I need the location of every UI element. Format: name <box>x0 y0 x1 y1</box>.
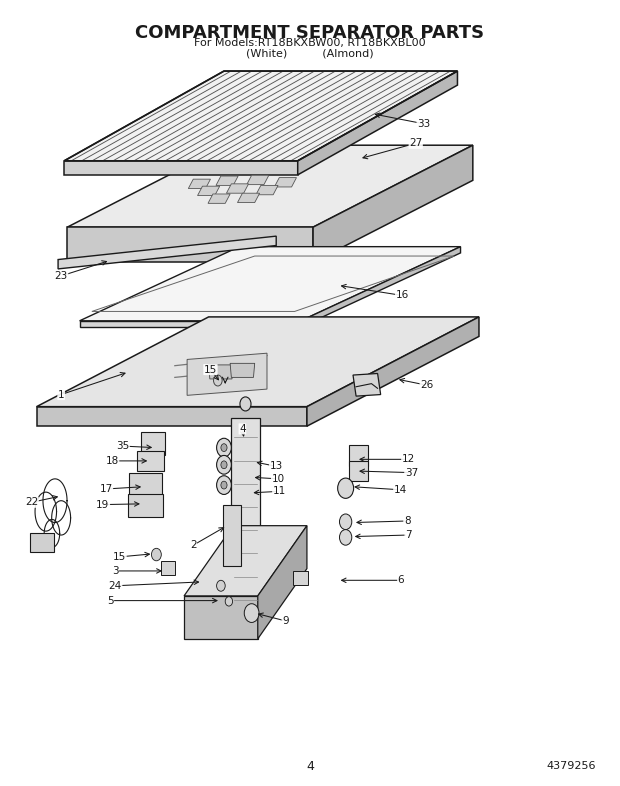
Text: 7: 7 <box>405 530 412 540</box>
Polygon shape <box>79 247 461 321</box>
Polygon shape <box>208 365 233 379</box>
Polygon shape <box>247 175 269 185</box>
Polygon shape <box>37 406 307 426</box>
Text: 27: 27 <box>409 138 422 149</box>
Text: 4: 4 <box>239 424 246 434</box>
Polygon shape <box>307 317 479 426</box>
Text: 3: 3 <box>112 566 118 576</box>
FancyBboxPatch shape <box>223 505 241 566</box>
Circle shape <box>340 514 352 530</box>
Circle shape <box>225 597 232 606</box>
Polygon shape <box>208 194 230 204</box>
Polygon shape <box>64 161 298 174</box>
Text: 2: 2 <box>190 540 197 550</box>
Circle shape <box>244 604 259 623</box>
Polygon shape <box>37 317 479 406</box>
Text: 13: 13 <box>270 461 283 472</box>
Text: 26: 26 <box>420 380 433 390</box>
Circle shape <box>151 549 161 560</box>
FancyBboxPatch shape <box>30 534 55 553</box>
Circle shape <box>213 375 222 386</box>
Circle shape <box>240 397 251 411</box>
Polygon shape <box>68 227 313 263</box>
Text: 24: 24 <box>108 581 122 591</box>
Text: 16: 16 <box>396 291 409 300</box>
Text: 6: 6 <box>397 575 404 586</box>
Text: 37: 37 <box>405 468 418 478</box>
Polygon shape <box>188 179 210 189</box>
Text: 23: 23 <box>55 271 68 281</box>
FancyBboxPatch shape <box>161 560 175 575</box>
Circle shape <box>221 461 227 468</box>
Circle shape <box>216 580 225 591</box>
Polygon shape <box>184 596 258 639</box>
Text: eReplacementParts.com: eReplacementParts.com <box>234 351 386 365</box>
Circle shape <box>216 455 231 474</box>
Polygon shape <box>79 321 301 327</box>
Text: 12: 12 <box>402 454 415 465</box>
Circle shape <box>216 439 231 457</box>
Polygon shape <box>187 353 267 395</box>
Polygon shape <box>256 185 278 195</box>
Polygon shape <box>58 236 276 269</box>
Polygon shape <box>184 526 307 596</box>
Text: 1: 1 <box>58 390 64 399</box>
Circle shape <box>221 444 227 451</box>
Polygon shape <box>353 373 381 396</box>
Text: 9: 9 <box>282 616 289 626</box>
Polygon shape <box>231 418 260 619</box>
Polygon shape <box>216 176 238 185</box>
Polygon shape <box>237 193 260 203</box>
Circle shape <box>216 476 231 494</box>
Circle shape <box>340 530 352 545</box>
FancyBboxPatch shape <box>129 472 162 498</box>
Text: 15: 15 <box>204 365 217 375</box>
FancyBboxPatch shape <box>293 571 308 585</box>
Text: 11: 11 <box>273 487 286 496</box>
Circle shape <box>221 481 227 489</box>
Text: 4: 4 <box>306 759 314 773</box>
FancyBboxPatch shape <box>348 461 368 481</box>
Polygon shape <box>230 363 255 377</box>
Polygon shape <box>64 71 458 161</box>
Polygon shape <box>275 178 296 187</box>
Circle shape <box>338 478 353 498</box>
FancyBboxPatch shape <box>137 450 164 471</box>
Text: 8: 8 <box>404 516 410 526</box>
Text: 4379256: 4379256 <box>546 761 596 771</box>
Polygon shape <box>68 145 473 227</box>
Polygon shape <box>226 184 249 193</box>
Text: 15: 15 <box>113 552 126 562</box>
Text: 35: 35 <box>116 441 129 451</box>
Polygon shape <box>313 145 473 263</box>
FancyBboxPatch shape <box>141 432 166 455</box>
Text: 33: 33 <box>417 119 430 129</box>
Text: 5: 5 <box>107 596 113 605</box>
FancyBboxPatch shape <box>348 446 368 465</box>
Polygon shape <box>258 526 307 639</box>
Text: 17: 17 <box>99 484 113 494</box>
Text: For Models:RT18BKXBW00, RT18BKXBL00: For Models:RT18BKXBW00, RT18BKXBL00 <box>194 38 426 48</box>
Polygon shape <box>198 186 219 196</box>
Polygon shape <box>298 71 458 174</box>
Text: (White)          (Almond): (White) (Almond) <box>246 48 374 58</box>
Text: 18: 18 <box>105 456 119 466</box>
Text: 14: 14 <box>394 485 407 494</box>
Polygon shape <box>301 247 461 327</box>
Text: 10: 10 <box>272 474 285 484</box>
Text: 19: 19 <box>96 500 110 509</box>
FancyBboxPatch shape <box>128 494 162 517</box>
Text: 22: 22 <box>25 498 38 507</box>
Text: COMPARTMENT SEPARATOR PARTS: COMPARTMENT SEPARATOR PARTS <box>135 24 485 42</box>
